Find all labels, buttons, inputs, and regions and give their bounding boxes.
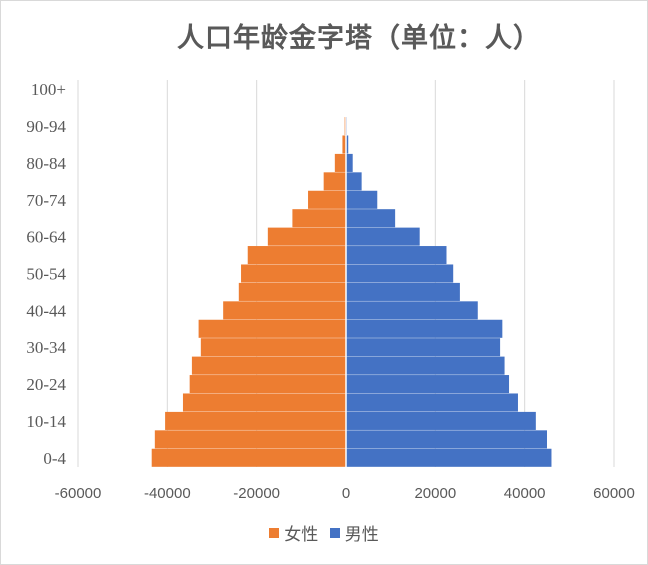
chart-title: 人口年龄金字塔（单位：人） xyxy=(177,23,541,54)
bar-male-5-9 xyxy=(346,430,547,449)
bar-female-25-29 xyxy=(191,356,346,375)
bar-male-45-49 xyxy=(346,282,460,301)
bar-male-25-29 xyxy=(346,356,505,375)
bar-female-35-39 xyxy=(198,319,346,338)
bar-female-55-59 xyxy=(247,246,346,265)
y-tick-label: 90-94 xyxy=(26,117,66,136)
bar-female-0-4 xyxy=(151,448,346,467)
bar-female-50-54 xyxy=(241,264,346,283)
legend-label-female: 女性 xyxy=(284,525,319,545)
bar-female-65-69 xyxy=(292,209,346,228)
x-tick-label: 0 xyxy=(342,485,350,502)
bar-male-10-14 xyxy=(346,411,536,430)
legend-swatch-male xyxy=(329,527,340,538)
legend-item-male: 男性 xyxy=(329,520,379,545)
bar-male-60-64 xyxy=(346,227,420,246)
legend-swatch-female xyxy=(269,527,280,538)
bar-male-65-69 xyxy=(346,209,396,228)
bar-female-60-64 xyxy=(267,227,346,246)
y-tick-label: 30-34 xyxy=(26,338,66,357)
y-tick-label: 80-84 xyxy=(26,154,66,173)
bar-female-70-74 xyxy=(308,190,346,209)
bar-female-15-19 xyxy=(182,393,346,412)
bar-male-15-19 xyxy=(346,393,518,412)
x-tick-label: 40000 xyxy=(504,485,546,502)
y-tick-label: 0-4 xyxy=(43,449,66,468)
bar-male-85-89 xyxy=(346,135,349,154)
bar-male-55-59 xyxy=(346,246,447,265)
bar-male-30-34 xyxy=(346,338,501,357)
bar-female-80-84 xyxy=(334,153,346,172)
y-tick-label: 20-24 xyxy=(26,375,66,394)
bar-male-50-54 xyxy=(346,264,454,283)
legend-item-female: 女性 xyxy=(269,520,318,545)
bar-female-45-49 xyxy=(238,282,346,301)
bar-female-5-9 xyxy=(154,430,346,449)
x-tick-label: -40000 xyxy=(144,485,191,502)
bar-female-20-24 xyxy=(189,375,346,394)
y-tick-label: 70-74 xyxy=(26,191,66,210)
y-tick-label: 60-64 xyxy=(26,228,66,247)
x-tick-label: -20000 xyxy=(233,485,280,502)
bar-female-30-34 xyxy=(200,338,346,357)
y-tick-label: 100+ xyxy=(31,80,66,99)
x-tick-label: 60000 xyxy=(593,485,635,502)
y-tick-label: 50-54 xyxy=(26,265,66,284)
x-tick-label: -60000 xyxy=(55,485,102,502)
bar-male-75-79 xyxy=(346,172,362,191)
bar-male-35-39 xyxy=(346,319,503,338)
y-tick-label: 10-14 xyxy=(26,412,66,431)
bar-female-10-14 xyxy=(165,411,346,430)
y-tick-label: 40-44 xyxy=(26,301,66,320)
bar-female-40-44 xyxy=(223,301,346,320)
bar-male-40-44 xyxy=(346,301,478,320)
bar-male-20-24 xyxy=(346,375,510,394)
bar-male-70-74 xyxy=(346,190,378,209)
bar-male-0-4 xyxy=(346,448,552,467)
x-tick-label: 20000 xyxy=(414,485,456,502)
bar-female-85-89 xyxy=(342,135,346,154)
bar-female-75-79 xyxy=(323,172,346,191)
bar-male-80-84 xyxy=(346,153,353,172)
legend-label-male: 男性 xyxy=(344,525,379,545)
legend: 女性 男性 xyxy=(0,520,648,545)
